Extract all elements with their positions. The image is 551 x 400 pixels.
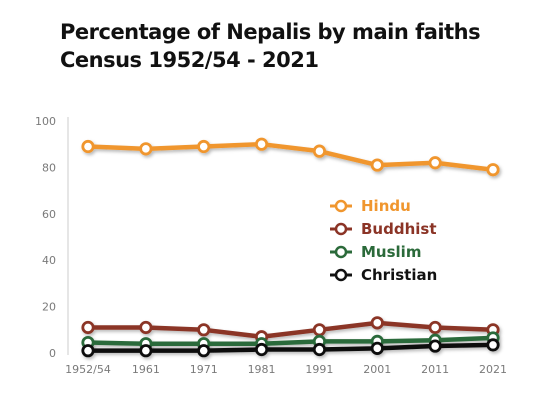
data-point [312, 342, 327, 357]
data-point [370, 341, 384, 355]
chart-title: Percentage of Nepalis by main faiths [60, 20, 481, 44]
y-tick-label: 20 [42, 301, 56, 314]
legend-marker [334, 199, 348, 213]
x-tick-label: 1981 [248, 363, 276, 376]
x-tick-label: 1952/54 [65, 363, 111, 376]
data-point [428, 320, 442, 335]
x-tick-label: 1971 [190, 363, 218, 376]
legend-marker [334, 268, 348, 282]
series-christian [81, 338, 500, 358]
y-tick-label: 100 [35, 115, 56, 128]
x-tick-label: 2001 [363, 363, 391, 376]
legend-entry-hindu: Hindu [330, 197, 411, 215]
legend-marker [334, 245, 348, 259]
chart-subtitle: Census 1952/54 - 2021 [60, 48, 319, 72]
legend-label: Christian [361, 266, 437, 284]
series-line [85, 335, 496, 346]
data-point [254, 137, 269, 151]
legend-label: Muslim [361, 243, 421, 261]
x-tick-label: 1961 [132, 363, 160, 376]
data-point [139, 320, 153, 335]
series-line [85, 141, 496, 172]
data-point [197, 139, 211, 154]
data-point [139, 142, 153, 156]
chart-title-block: Percentage of Nepalis by main faiths Cen… [60, 18, 481, 74]
x-tick-label: 1991 [305, 363, 333, 376]
data-point [428, 339, 442, 353]
y-tick-label: 40 [42, 254, 56, 267]
legend-entry-muslim: Muslim [330, 243, 421, 261]
legend-label: Buddhist [361, 220, 437, 238]
legend: Hindu Buddhist Muslim Christian [330, 197, 437, 284]
data-point [81, 139, 95, 154]
data-point [139, 344, 153, 358]
x-tick-label: 2011 [421, 363, 449, 376]
series-line [85, 342, 496, 353]
y-tick-label: 60 [42, 208, 56, 221]
data-point [81, 320, 95, 335]
legend-entry-buddhist: Buddhist [330, 220, 437, 238]
legend-entry-christian: Christian [330, 266, 437, 284]
series-layer [81, 137, 500, 358]
data-point [312, 323, 327, 337]
legend-marker [334, 222, 348, 236]
data-point [197, 323, 211, 337]
x-tick-label: 2021 [479, 363, 507, 376]
data-point [486, 163, 500, 177]
legend-label: Hindu [361, 197, 411, 215]
data-point [486, 338, 500, 352]
data-point [370, 158, 384, 172]
y-tick-label: 0 [49, 347, 56, 360]
series-hindu [81, 137, 500, 177]
data-point [428, 156, 442, 170]
series-line [85, 320, 496, 340]
data-point [312, 144, 327, 158]
y-tick-label: 80 [42, 161, 56, 174]
data-point [197, 344, 211, 358]
data-point [81, 344, 95, 358]
data-point [254, 342, 269, 357]
data-point [370, 316, 384, 330]
axes: 0 20 40 60 80 100 1952/54 1961 1971 1981 1991 2001 2… [35, 115, 507, 376]
